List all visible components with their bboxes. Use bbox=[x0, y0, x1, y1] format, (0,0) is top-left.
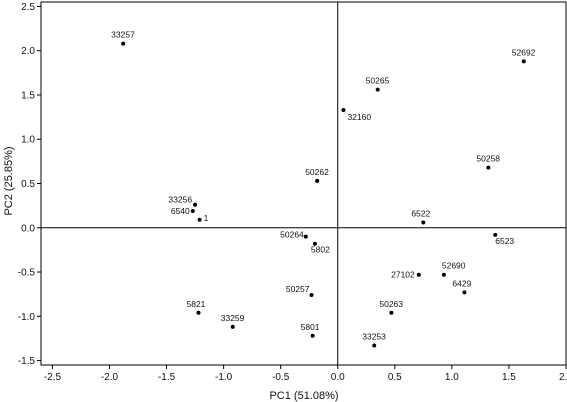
point-label: 33257 bbox=[111, 30, 135, 40]
point-label: 33256 bbox=[168, 195, 192, 205]
data-point bbox=[389, 310, 394, 315]
data-point bbox=[196, 310, 201, 315]
data-point bbox=[462, 290, 467, 295]
y-tick-label: -0.5 bbox=[18, 268, 36, 279]
data-point bbox=[375, 87, 380, 92]
y-tick-label: -1.5 bbox=[18, 356, 36, 367]
data-point bbox=[310, 333, 315, 338]
y-tick-label: 2.5 bbox=[21, 2, 35, 13]
x-tick-label: -0.5 bbox=[272, 372, 290, 383]
data-point bbox=[193, 202, 198, 207]
y-tick-label: -1.0 bbox=[18, 312, 36, 323]
data-point bbox=[421, 220, 426, 225]
x-tick-label: -1.5 bbox=[158, 372, 176, 383]
point-label: 33259 bbox=[221, 313, 245, 323]
point-label: 27102 bbox=[391, 270, 415, 280]
point-label: 50262 bbox=[305, 167, 329, 177]
y-tick-label: 0.5 bbox=[21, 179, 35, 190]
y-axis-title: PC2 (25.85%) bbox=[3, 146, 15, 215]
point-label: 50265 bbox=[366, 76, 390, 86]
point-label: 5801 bbox=[301, 322, 320, 332]
x-tick-label: 1.5 bbox=[502, 372, 516, 383]
point-label: 50257 bbox=[286, 284, 310, 294]
data-point bbox=[493, 232, 498, 237]
x-axis-title: PC1 (51.08%) bbox=[269, 390, 338, 402]
point-label: 5821 bbox=[187, 299, 206, 309]
data-point bbox=[303, 234, 308, 239]
x-tick-label: -2.0 bbox=[101, 372, 119, 383]
point-label: 50264 bbox=[280, 230, 304, 240]
point-label: 52690 bbox=[442, 261, 466, 271]
data-point bbox=[521, 59, 526, 64]
x-tick-label: -1.0 bbox=[215, 372, 233, 383]
data-point bbox=[416, 272, 421, 277]
data-point bbox=[312, 241, 317, 246]
y-tick-label: 1.5 bbox=[21, 90, 35, 101]
y-tick-label: 0.0 bbox=[21, 223, 35, 234]
point-label: 5802 bbox=[311, 245, 330, 255]
y-tick-label: 2.0 bbox=[21, 46, 35, 57]
data-point bbox=[341, 108, 346, 113]
data-point bbox=[230, 324, 235, 329]
point-label: 6522 bbox=[411, 208, 430, 218]
point-label: 33253 bbox=[362, 332, 386, 342]
data-point bbox=[121, 41, 126, 46]
point-label: 50263 bbox=[379, 299, 403, 309]
data-point bbox=[197, 217, 202, 222]
data-point bbox=[315, 178, 320, 183]
plot-layer: -2.5 -2.0 -1.5 -1.0 -0.5 0.0 0.5 1.0 1.5 2.0 -1.5 -… bbox=[18, 1, 567, 383]
data-point bbox=[190, 208, 195, 213]
x-tick-label: 0.5 bbox=[388, 372, 402, 383]
data-point bbox=[441, 272, 446, 277]
point-label: 1 bbox=[204, 213, 209, 223]
point-label: 50258 bbox=[476, 154, 500, 164]
data-point bbox=[372, 343, 377, 348]
x-tick-label: -2.5 bbox=[44, 372, 62, 383]
point-label: 6523 bbox=[495, 236, 514, 246]
point-label: 52692 bbox=[512, 47, 536, 57]
point-label: 6429 bbox=[452, 278, 471, 288]
x-tick-label: 2.0 bbox=[559, 372, 567, 383]
point-label: 6540 bbox=[171, 206, 190, 216]
x-tick-label: 0.0 bbox=[331, 372, 345, 383]
point-label: 32160 bbox=[347, 112, 371, 122]
data-point bbox=[486, 165, 491, 170]
y-tick-label: 1.0 bbox=[21, 135, 35, 146]
x-tick-label: 1.0 bbox=[445, 372, 459, 383]
data-point bbox=[309, 293, 314, 298]
